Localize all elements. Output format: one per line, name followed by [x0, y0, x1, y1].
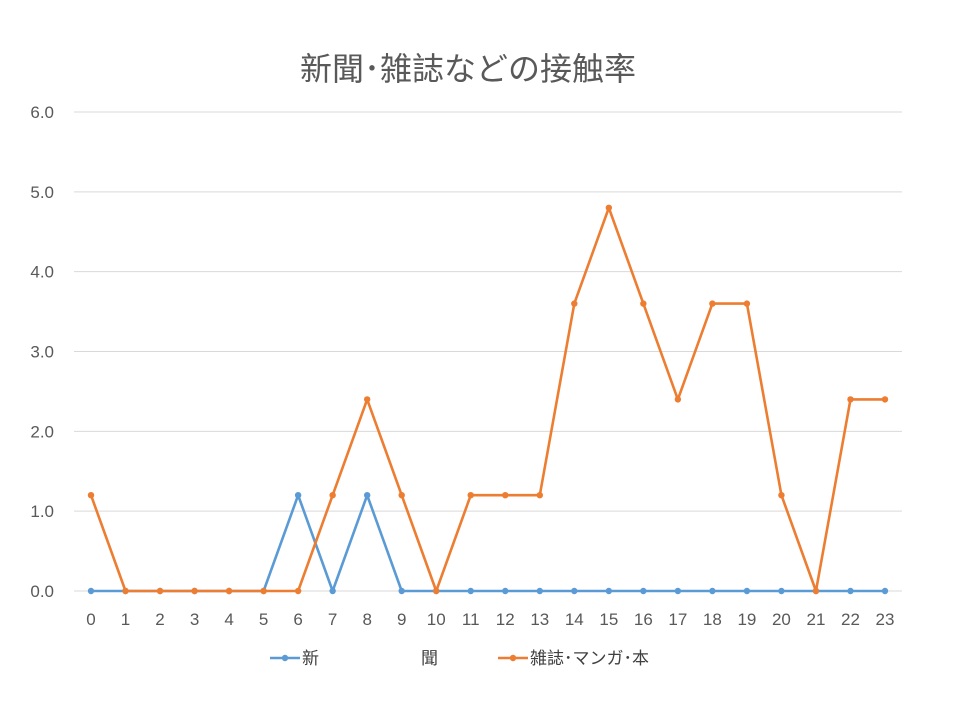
- series-group: [87, 204, 889, 595]
- data-point: [881, 396, 889, 403]
- data-point: [674, 587, 682, 595]
- data-point: [225, 587, 233, 595]
- data-point: [674, 396, 682, 403]
- legend-marker: [509, 654, 517, 662]
- x-tick-label: 11: [462, 610, 480, 629]
- data-point: [260, 587, 267, 595]
- data-point: [536, 587, 543, 595]
- data-point: [398, 492, 405, 499]
- legend-label: 新 聞: [302, 649, 438, 669]
- x-tick-label: 8: [362, 610, 371, 629]
- legend-item-2: 雑誌･マンガ･本: [498, 649, 649, 669]
- data-point: [847, 396, 854, 403]
- legend: 新 聞 雑誌･マンガ･本: [270, 649, 649, 669]
- legend-item-1: 新 聞: [270, 649, 438, 669]
- data-point: [640, 587, 647, 595]
- data-point: [881, 587, 889, 595]
- x-tick-label: 21: [806, 610, 825, 629]
- data-point: [571, 300, 578, 307]
- series-1: [87, 492, 889, 595]
- x-tick-label: 9: [397, 610, 406, 629]
- y-tick-label: 3.0: [30, 343, 54, 362]
- data-point: [329, 587, 336, 595]
- legend-label: 雑誌･マンガ･本: [530, 649, 649, 669]
- data-point: [294, 492, 302, 499]
- x-tick-label: 10: [427, 610, 446, 629]
- y-tick-label: 4.0: [30, 263, 54, 282]
- data-point: [571, 587, 578, 595]
- data-point: [536, 492, 543, 499]
- x-tick-label: 2: [155, 610, 164, 629]
- x-tick-label: 12: [496, 610, 515, 629]
- data-point: [847, 587, 854, 595]
- legend-marker: [281, 654, 289, 662]
- data-point: [709, 300, 716, 307]
- x-tick-label: 7: [328, 610, 337, 629]
- data-point: [502, 587, 509, 595]
- x-tick-label: 13: [530, 610, 549, 629]
- x-tick-label: 15: [599, 610, 618, 629]
- data-point: [294, 587, 302, 595]
- y-tick-label: 2.0: [30, 422, 54, 441]
- data-point: [87, 492, 95, 499]
- x-axis-ticks: 0 1 2 3 4 5 6 7 8 9 10 11 12 13 14 15 16 17 18 19 20 21 22 23: [86, 610, 894, 629]
- series-line: [91, 493, 885, 593]
- data-point: [363, 492, 371, 499]
- data-point: [87, 587, 95, 595]
- data-point: [778, 587, 785, 595]
- x-tick-label: 18: [703, 610, 722, 629]
- x-tick-label: 6: [293, 610, 302, 629]
- y-tick-label: 6.0: [30, 103, 54, 122]
- x-tick-label: 5: [259, 610, 268, 629]
- data-point: [605, 587, 613, 595]
- data-point: [605, 204, 613, 211]
- data-point: [122, 587, 129, 595]
- x-tick-label: 4: [224, 610, 233, 629]
- data-point: [467, 587, 474, 595]
- data-point: [156, 587, 164, 595]
- data-point: [743, 300, 751, 307]
- x-tick-label: 17: [668, 610, 687, 629]
- data-point: [363, 396, 371, 403]
- data-point: [812, 587, 820, 595]
- data-point: [433, 587, 440, 595]
- x-tick-label: 14: [565, 610, 584, 629]
- y-axis-ticks: 0.0 1.0 2.0 3.0 4.0 5.0 6.0: [30, 103, 54, 601]
- x-tick-label: 20: [772, 610, 791, 629]
- data-point: [640, 300, 647, 307]
- gridlines: [74, 111, 902, 592]
- y-tick-label: 1.0: [30, 502, 54, 521]
- y-tick-label: 0.0: [30, 582, 54, 601]
- data-point: [467, 492, 474, 499]
- data-point: [329, 492, 336, 499]
- x-tick-label: 1: [121, 610, 130, 629]
- x-tick-label: 19: [737, 610, 756, 629]
- x-tick-label: 23: [876, 610, 895, 629]
- data-point: [191, 587, 198, 595]
- chart-title: 新聞･雑誌などの接触率: [300, 50, 636, 88]
- y-tick-label: 5.0: [30, 183, 54, 202]
- x-tick-label: 22: [841, 610, 860, 629]
- data-point: [778, 492, 785, 499]
- data-point: [743, 587, 751, 595]
- data-point: [398, 587, 405, 595]
- x-tick-label: 3: [190, 610, 199, 629]
- series-line: [89, 206, 885, 593]
- series-2: [87, 204, 889, 595]
- x-tick-label: 0: [86, 610, 95, 629]
- data-point: [709, 587, 716, 595]
- x-tick-label: 16: [634, 610, 653, 629]
- data-point: [502, 492, 509, 499]
